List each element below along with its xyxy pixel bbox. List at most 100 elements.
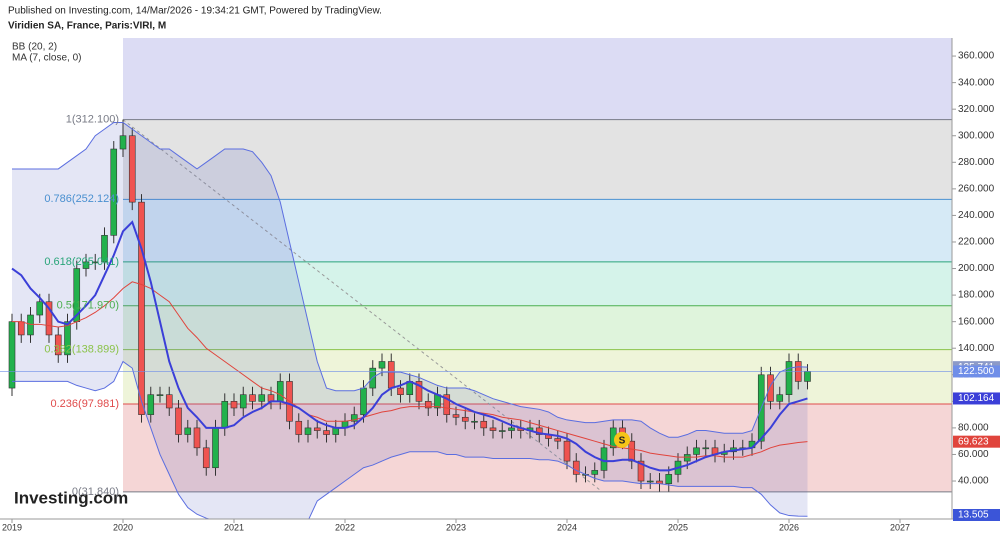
candle-body	[193, 427, 201, 449]
candle-body	[591, 470, 599, 475]
candle-body	[683, 454, 691, 462]
fib-label: 0.786(252.124)	[44, 193, 119, 205]
candle-body	[45, 301, 53, 336]
x-tick-label: 2021	[224, 522, 244, 532]
y-tick-label: 240.000	[958, 210, 995, 221]
candle-body	[387, 361, 395, 389]
x-tick-label: 2025	[668, 522, 688, 532]
candle-body	[637, 460, 645, 482]
candle-body	[165, 394, 173, 409]
candle-body	[535, 427, 543, 435]
fib-zone	[123, 199, 952, 262]
candle-body	[138, 201, 145, 415]
indicator-line	[12, 121, 808, 438]
candle-body	[498, 430, 506, 432]
candle-body	[776, 394, 784, 402]
candle-body	[230, 401, 238, 409]
candle-body	[276, 381, 284, 402]
candle-body	[360, 387, 367, 415]
candle-body	[202, 447, 210, 469]
candle-body	[350, 414, 358, 422]
x-tick-label: 2020	[113, 522, 133, 532]
candle-body	[54, 334, 62, 356]
signal-marker	[614, 431, 630, 448]
candle-body	[461, 416, 469, 422]
candle-body	[184, 427, 192, 435]
candle-body	[295, 420, 303, 435]
signal-label: S	[619, 435, 626, 446]
candle-body	[82, 261, 90, 269]
candle-body	[785, 361, 793, 395]
candle-body	[646, 480, 654, 483]
fib-label: 1(312.100)	[66, 114, 119, 126]
candle-body	[378, 361, 386, 369]
candle-body	[147, 394, 155, 415]
candle-body	[424, 401, 432, 409]
candle-body	[415, 381, 423, 402]
candle-body	[489, 427, 497, 431]
fib-label: 0.382(138.899)	[44, 344, 119, 356]
candle-body	[156, 394, 164, 396]
candle-body	[128, 135, 136, 203]
x-tick-label: 2019	[2, 522, 22, 532]
fib-zone	[123, 404, 952, 492]
candle-body	[313, 427, 321, 431]
price-label: 69.623	[958, 436, 989, 447]
fib-label: 0(31.840)	[72, 486, 119, 498]
candle-body	[471, 420, 478, 423]
y-tick-label: 260.000	[958, 184, 995, 195]
candle-body	[36, 301, 44, 316]
fib-label: 0.5(171.970)	[57, 300, 119, 312]
fib-label: 0.618(205.041)	[44, 256, 119, 268]
chart-title: Published on Investing.com, 14/Mar/2026 …	[8, 6, 382, 17]
y-tick-label: 220.000	[958, 237, 995, 248]
x-tick-label: 2022	[335, 522, 355, 532]
candle-body	[572, 460, 580, 475]
candle-body	[452, 414, 460, 418]
price-label: 122.500	[958, 366, 995, 377]
candle-body	[702, 447, 710, 450]
y-tick-label: 300.000	[958, 130, 995, 141]
candle-body	[110, 148, 118, 236]
candle-body	[443, 394, 451, 415]
candle-body	[119, 135, 127, 150]
fib-zone	[123, 119, 952, 200]
candle-body	[563, 440, 571, 462]
candle-body	[767, 374, 774, 402]
indicator-line	[12, 360, 808, 519]
price-badge	[953, 435, 1000, 448]
price-label: 13.505	[958, 510, 989, 521]
price-label: 102.164	[958, 393, 995, 404]
y-tick-label: 160.000	[958, 316, 995, 327]
indicator-line	[11, 220, 808, 472]
candle-body	[64, 321, 71, 356]
legend-item: MA (7, close, 0)	[12, 53, 81, 64]
y-tick-label: 200.000	[958, 263, 995, 274]
plot-area	[0, 38, 952, 519]
candle-body	[804, 371, 811, 382]
x-tick-label: 2026	[779, 522, 799, 532]
candle-body	[554, 438, 562, 442]
candle-body	[693, 447, 700, 455]
candle-body	[221, 401, 229, 429]
y-tick-label: 40.000	[958, 476, 989, 487]
x-tick-label: 2027	[890, 522, 910, 532]
price-badge	[953, 365, 1000, 378]
candle-body	[397, 387, 404, 395]
y-tick-label: 280.000	[958, 157, 995, 168]
y-tick-label: 80.000	[958, 423, 989, 434]
candle-body	[91, 261, 99, 264]
candle-body	[212, 427, 219, 469]
candle-body	[628, 440, 636, 462]
candle-body	[665, 474, 673, 484]
candle-body	[239, 394, 247, 409]
chart-subtitle: Viridien SA, France, Paris:VIRI, M	[8, 21, 166, 32]
brand-logo: Investing.com	[14, 488, 128, 507]
candle-body	[27, 314, 34, 336]
fib-zone	[123, 261, 952, 306]
x-tick-label: 2024	[557, 522, 577, 532]
candle-body	[508, 427, 515, 431]
indicator-line	[12, 281, 808, 458]
y-tick-label: 60.000	[958, 449, 989, 460]
